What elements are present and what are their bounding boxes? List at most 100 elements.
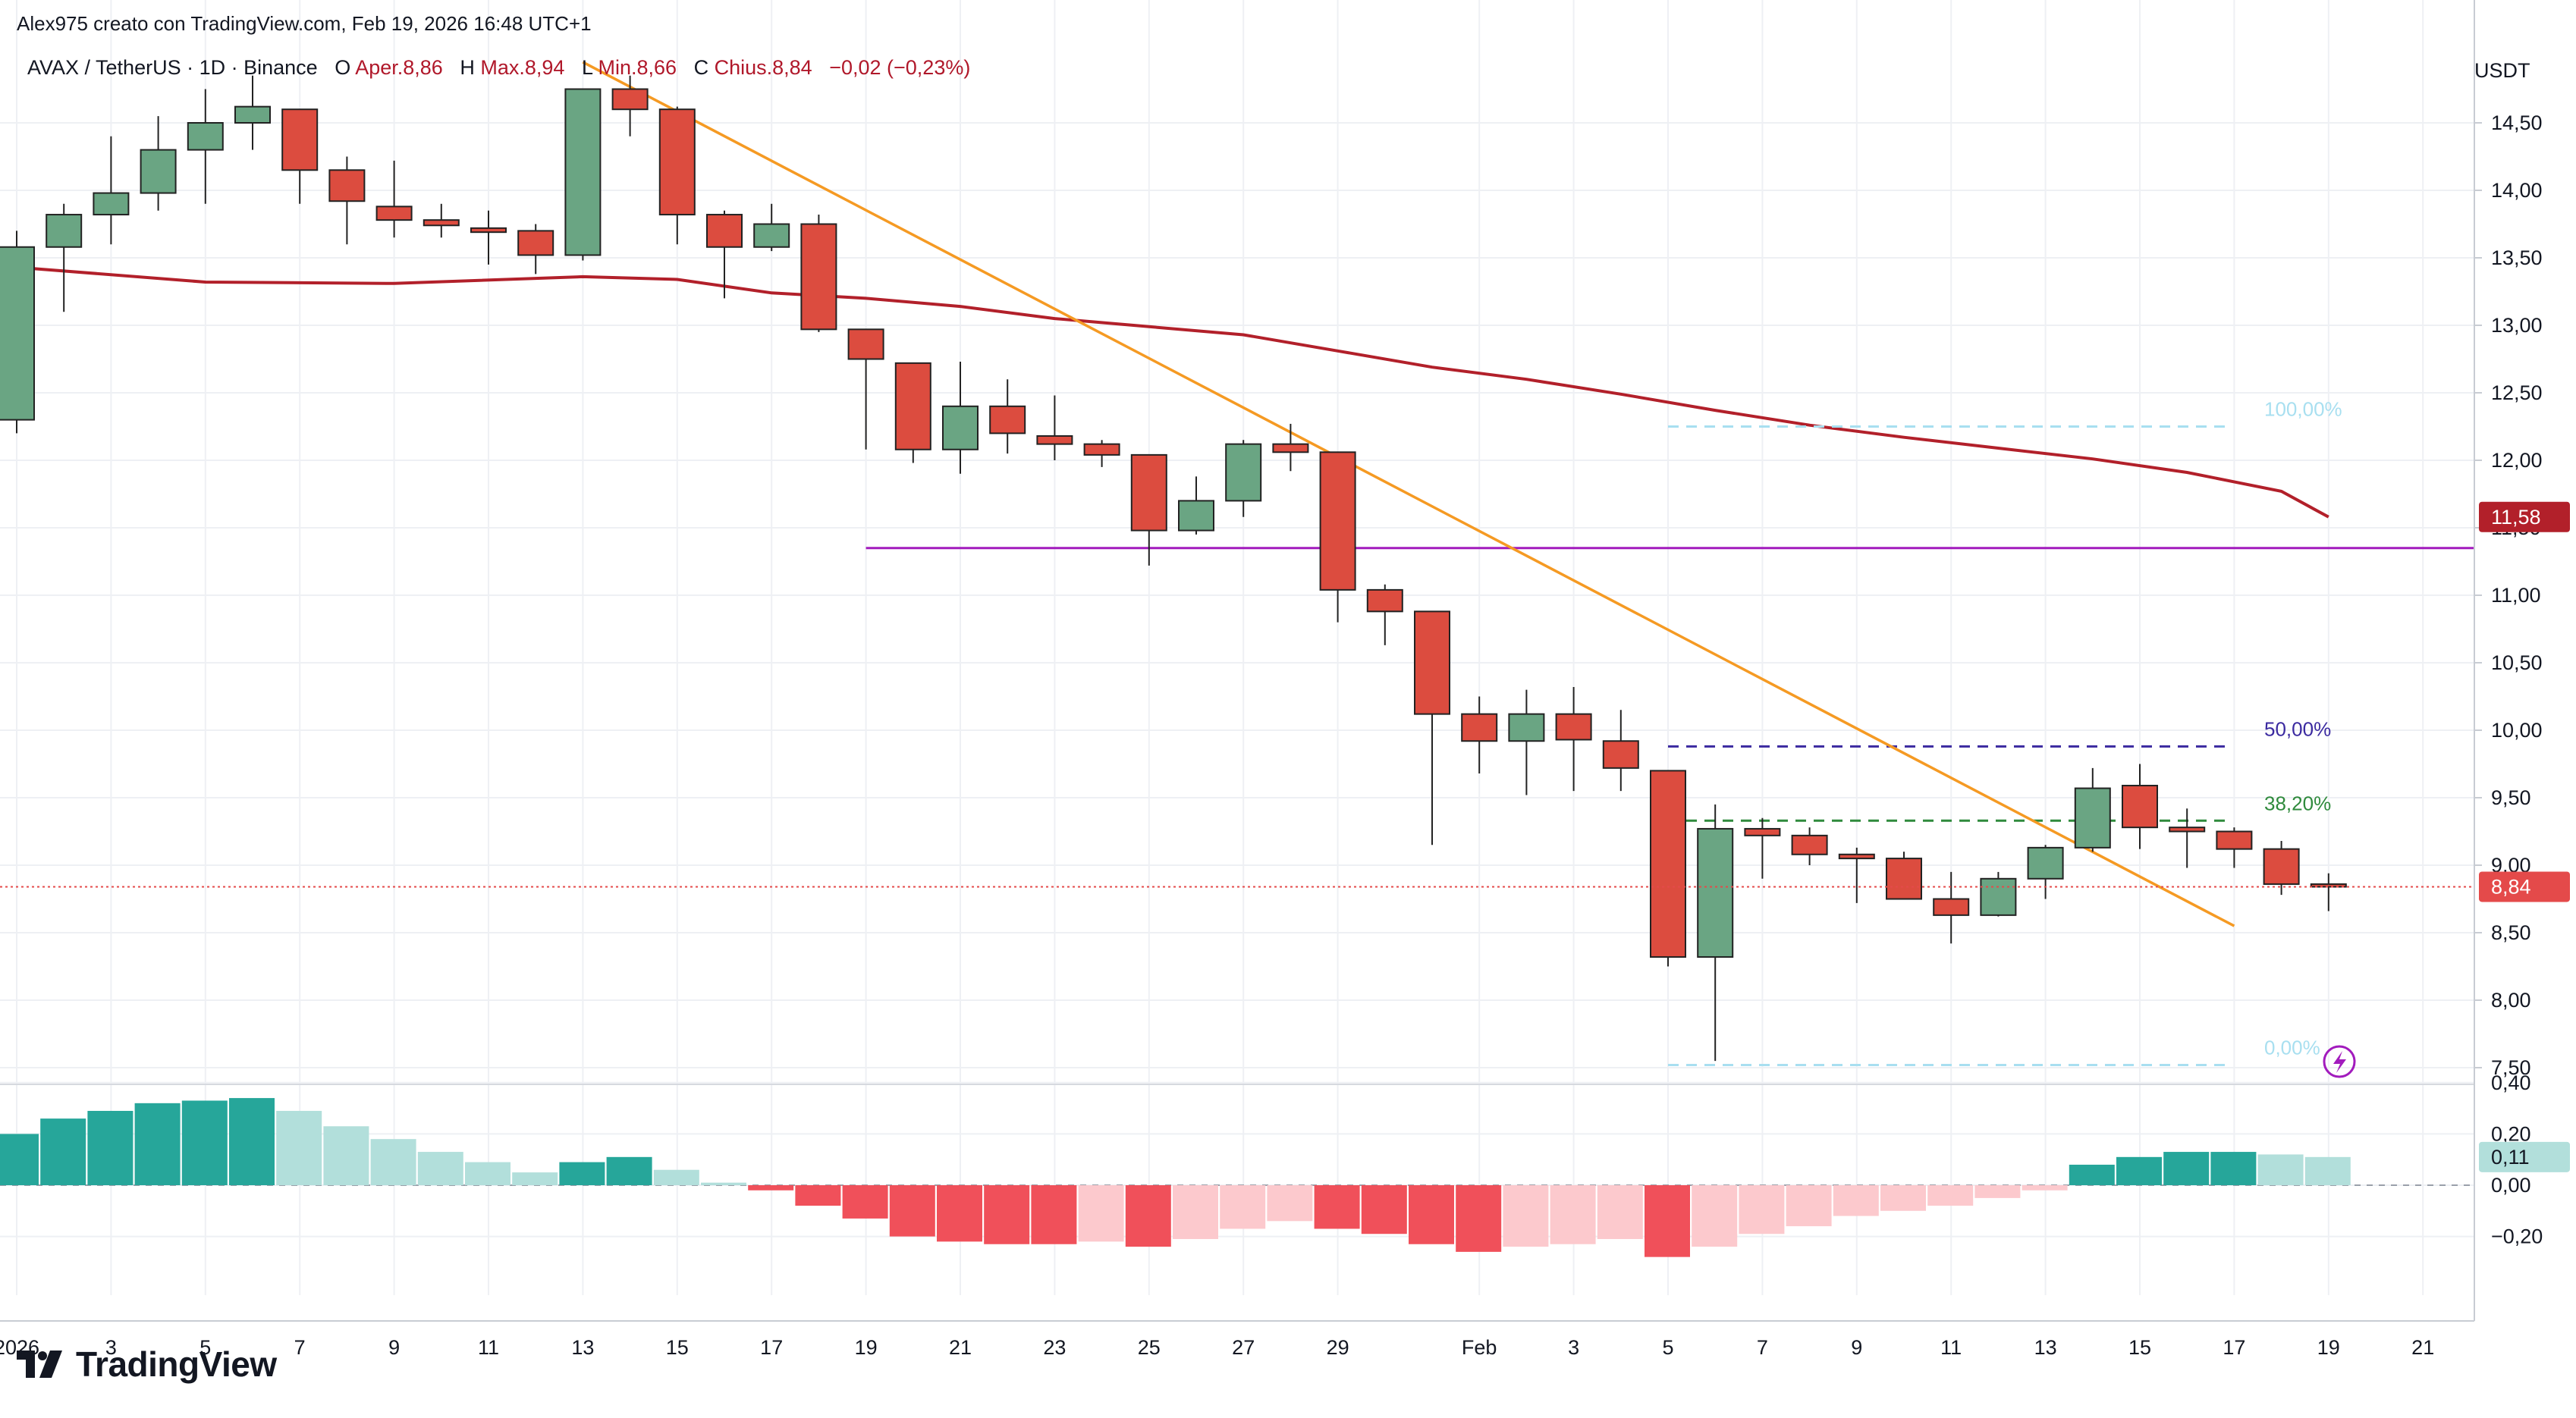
histogram-bar [0,1134,39,1185]
histogram-bar [87,1110,134,1185]
time-tick-label: Feb [1462,1336,1497,1359]
time-tick-label: 13 [2034,1336,2057,1359]
histogram-bar [1409,1185,1454,1244]
osc-value-badge-bg [2479,1141,2570,1172]
candle-body [2263,848,2300,885]
candle-body [1791,834,1828,855]
candle [234,75,271,150]
candle-body [1886,858,1922,900]
price-tick-label: 8,50 [2491,921,2531,944]
price-tick-label: 12,00 [2491,449,2543,472]
candle [942,362,979,474]
candle [375,160,413,238]
candle [187,89,224,204]
candle [0,231,35,434]
candle [1602,710,1639,792]
ma-price-badge-text: 11,58 [2491,506,2541,529]
currency-label[interactable]: USDT [2474,59,2530,82]
candle-body [1272,443,1309,453]
time-tick-label: 9 [1851,1336,1862,1359]
candlestick-series [0,75,2347,1062]
candle [753,203,790,252]
histogram-bar [2304,1156,2351,1185]
candle [564,88,602,261]
histogram-bar [2210,1152,2257,1185]
moving-average-line [16,265,2329,519]
price-tick-label: 14,00 [2491,179,2543,202]
histogram-bar [2069,1164,2115,1185]
candle [2263,840,2300,896]
time-tick-label: 9 [388,1336,400,1359]
candle [2027,845,2064,899]
candle [2074,767,2111,852]
histogram-bar [2022,1185,2068,1191]
time-tick-label: 17 [2223,1336,2245,1359]
fib-level-label: 38,20% [2264,792,2331,814]
candle-body [517,230,554,256]
time-tick-label: 3 [1568,1336,1579,1359]
histogram-bar [1692,1185,1738,1247]
time-tick-label: 7 [294,1336,306,1359]
candle [1744,817,1781,879]
ma-price-badge: 11,58 [2479,501,2570,532]
time-tick-label: 13 [571,1336,594,1359]
histogram-bar [1645,1185,1690,1257]
histogram-bar [748,1185,794,1191]
price-change: −0,02 (−0,23%) [829,56,971,79]
oscillator-histogram [0,1098,2474,1257]
chart-credit: Alex975 creato con TradingView.com, Feb … [17,12,592,35]
candle-body [1225,443,1262,502]
histogram-bar [984,1185,1030,1244]
histogram-bar [795,1185,841,1206]
trendline-layer [582,61,2235,927]
fibonacci-retracement: 100,00% 50,00% 38,20% 0,00% [1668,398,2342,1066]
fib-level-label: 50,00% [2264,717,2331,740]
osc-value-badge: 0,11 [2479,1141,2570,1172]
histogram-bar [1597,1185,1643,1239]
osc-value-badge-text: 0,11 [2491,1146,2530,1169]
candle-body [942,405,979,450]
candle-body [894,362,931,450]
low-value: 8,66 [636,56,677,79]
histogram-bar [653,1169,699,1185]
histogram-bar [512,1172,558,1185]
histogram-bar [1550,1185,1596,1244]
candle [1933,871,1970,944]
histogram-bar [2116,1156,2162,1185]
candle [1508,689,1545,795]
close-value: 8,84 [772,56,812,79]
high-value: 8,94 [524,56,565,79]
last-price-badge-text: 8,84 [2491,875,2531,898]
price-tick-label: 11,00 [2491,584,2541,607]
candle-body [1555,713,1592,741]
time-tick-label: 25 [1138,1336,1161,1359]
price-tick-label: 13,50 [2491,246,2543,269]
candle [1414,610,1450,845]
candle [140,116,177,211]
histogram-bar [465,1162,510,1185]
candle [2169,808,2206,868]
candle-body [1319,451,1356,591]
candle-body [1414,610,1450,715]
symbol-title[interactable]: AVAX / TetherUS · 1D · Binance [27,56,318,79]
alert-lightning-icon [2323,1045,2356,1078]
candle [1697,804,1734,1062]
candle-body [2310,883,2347,888]
candle-body [1933,898,1970,916]
tradingview-wordmark: TradingView [76,1344,277,1384]
candle [1319,451,1356,623]
candle-body [2169,827,2206,833]
candle [2122,764,2158,849]
open-name: Aper. [355,56,404,79]
candle [1225,440,1262,517]
price-tick-label: 9,50 [2491,786,2531,809]
candle [281,108,319,204]
time-tick-label: 21 [949,1336,972,1359]
candle-body [1130,453,1167,532]
candle-body [0,246,35,421]
candle-body [800,223,837,331]
candle-body [2027,846,2064,880]
candle-body [234,105,271,124]
candle [1886,852,1922,900]
